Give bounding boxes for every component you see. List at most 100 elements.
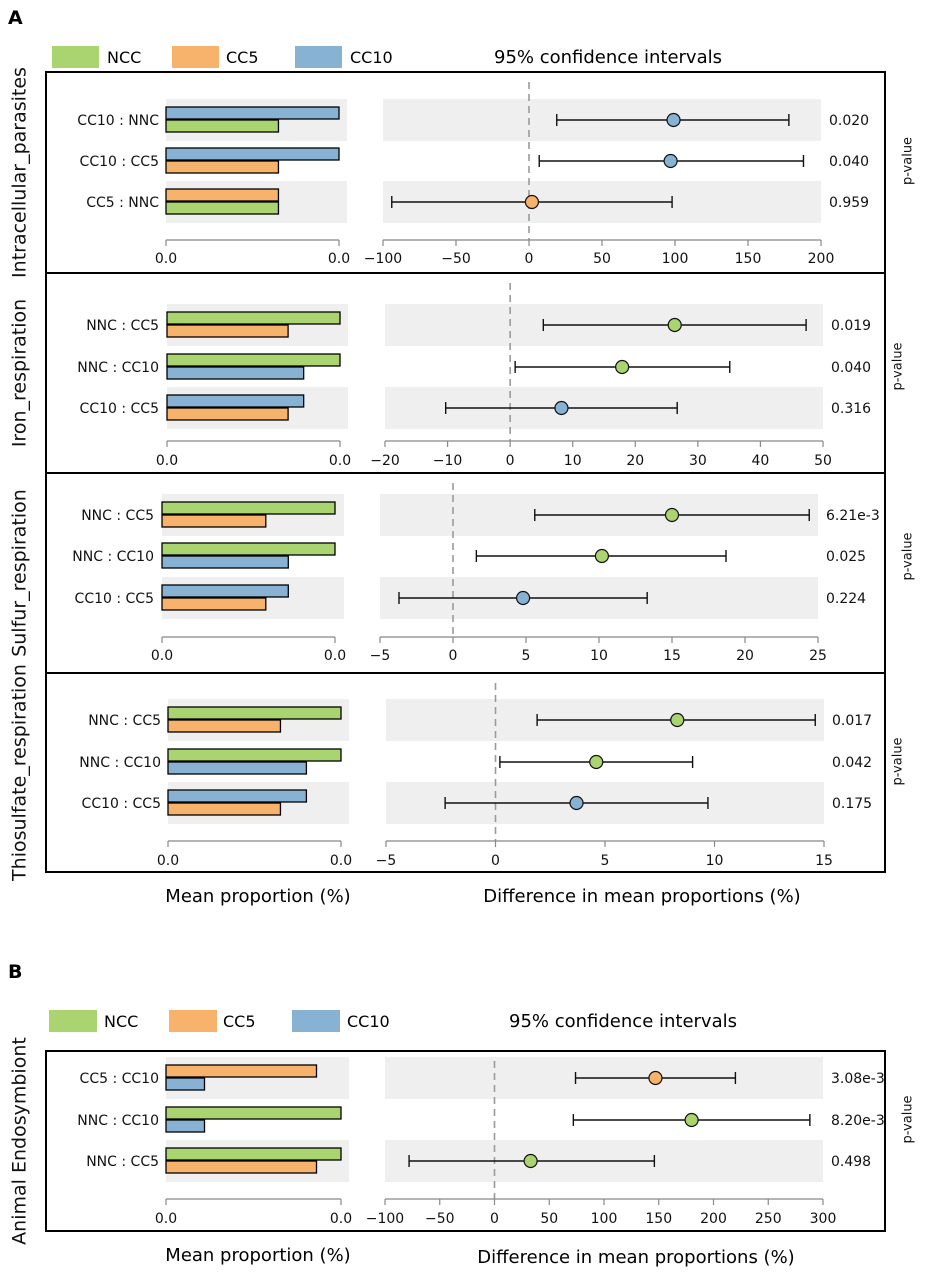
comparison-label: NNC : CC10 [77,1113,159,1129]
subplot-frame [45,672,886,873]
difference-axis-tick-label: 50 [540,1211,558,1227]
mean-bar-cc10 [161,584,289,598]
difference-axis-tick-label: 20 [626,453,644,469]
difference-axis-tick-label: 50 [593,251,611,267]
category-title: Iron_respiration [9,299,31,447]
legend-swatch-cc5 [172,46,219,68]
mean-bar-nnc [161,501,336,515]
difference-axis-tick-label: 50 [814,453,832,469]
p-value-axis-label: p-value [901,532,916,580]
difference-point [666,112,681,128]
legend-label-cc5: CC5 [226,48,259,67]
p-value-text: 0.175 [832,796,872,812]
legend-label-ncc: NCC [107,48,141,67]
difference-point [594,548,610,564]
subplot-animal-endosymbiont: Animal Endosymbiont CC5 : CC10 3.08e-3 NNC … [9,1037,916,1245]
mean-bar-nnc [166,353,341,367]
mean-bar-nnc [167,748,342,762]
p-value-text: 0.959 [829,195,869,211]
legend-label-cc5-b: CC5 [223,1012,256,1031]
subplot-iron-respiration: Iron_respiration NNC : CC5 0.019 NNC : CC10… [9,272,906,474]
difference-axis-tick-label: 100 [662,251,689,267]
mean-bar-cc5 [166,324,289,338]
legend-label-ncc-b: NCC [104,1012,138,1031]
difference-axis-tick-label: 15 [663,648,681,664]
difference-axis-tick-label: −50 [441,251,471,267]
difference-axis-tick-label: 150 [735,251,762,267]
comparison-label: CC10 : NNC [77,113,159,129]
mean-bar-cc10 [167,761,308,775]
mean-bar-cc5 [167,719,282,733]
p-value-text: 0.040 [831,360,871,376]
bar-axis-tick-label: 0.0 [330,1211,352,1227]
legend-swatch-cc10-b [292,1010,340,1032]
mean-bar-cc5 [165,160,280,174]
difference-axis-tick-label: 20 [736,648,754,664]
difference-axis-tick-label: 25 [809,648,827,664]
p-value-text: 0.020 [829,113,869,129]
comparison-label: NNC : CC5 [88,713,161,729]
difference-axis-tick-label: 100 [591,1211,618,1227]
difference-axis-tick-label: −20 [370,453,400,469]
difference-point [670,712,685,728]
mean-bar-cc5 [161,597,267,611]
panel-label-b: B [8,961,22,983]
legend-swatch-cc5-b [169,1010,217,1032]
mean-bar-nnc [167,706,342,720]
comparison-label: NNC : CC5 [86,318,159,334]
p-value-text: 8.20e-3 [831,1113,885,1129]
difference-axis-tick-label: 150 [645,1211,672,1227]
difference-point [664,507,680,523]
mean-bar-nnc [165,119,280,133]
legend-swatch-ncc-b [49,1010,97,1032]
difference-axis-label-b: Difference in mean proportions (%) [477,1247,794,1268]
p-value-text: 0.019 [831,318,871,334]
subplot-sulfur-respiration: Sulfur_respiration NNC : CC5 6.21e-3 NNC : … [9,472,916,674]
mean-bar-nnc [161,542,336,556]
difference-point [667,317,682,333]
difference-axis-tick-label: −100 [364,251,402,267]
bar-axis-tick-label: 0.0 [328,251,350,267]
bar-axis-tick-label: 0.0 [151,648,173,664]
comparison-label: CC10 : CC5 [80,154,159,170]
difference-axis-tick-label: 0 [449,648,458,664]
bar-axis-tick-label: 0.0 [155,1211,177,1227]
difference-point [648,1070,663,1086]
mean-bar-cc5 [161,514,267,528]
difference-axis-tick-label: 250 [755,1211,782,1227]
p-value-text: 0.040 [829,154,869,170]
ci-title-a: 95% confidence intervals [494,47,722,68]
difference-axis-label-a: Difference in mean proportions (%) [483,886,800,907]
mean-bar-cc10 [165,147,340,161]
subplot-thiosulfate-respiration: Thiosulfate_respiration NNC : CC5 0.017 NNC… [9,664,906,882]
legend-label-cc10-b: CC10 [347,1012,390,1031]
difference-axis-tick-label: −10 [433,453,463,469]
bar-axis-tick-label: 0.0 [329,453,351,469]
p-value-text: 0.498 [831,1154,871,1170]
legend-swatch-cc10 [295,46,342,68]
mean-bar-cc5 [166,407,289,421]
difference-axis-tick-label: −5 [370,648,391,664]
p-value-axis-label: p-value [891,737,906,785]
mean-bar-cc10 [161,555,289,569]
category-title: Sulfur_respiration [9,489,31,657]
subplot-frame [45,1050,886,1232]
bar-axis-tick-label: 0.0 [155,251,177,267]
subplot-intracellular-parasites: Intracellular_parasites CC10 : NNC 0.020 CC… [9,67,916,278]
comparison-label: CC10 : CC5 [82,796,161,812]
category-title: Intracellular_parasites [9,67,31,278]
p-value-text: 0.017 [832,713,872,729]
difference-axis-tick-label: 200 [700,1211,727,1227]
mean-bar-cc5 [165,188,280,202]
mean-proportion-axis-label-b: Mean proportion (%) [165,1245,350,1266]
legend-swatch-ncc [52,46,99,68]
difference-point [554,400,569,416]
p-value-text: 0.025 [826,549,866,565]
difference-axis-tick-label: 0 [525,251,534,267]
difference-axis-tick-label: 5 [522,648,531,664]
p-value-text: 6.21e-3 [826,508,880,524]
category-title: Animal Endosymbiont [9,1037,31,1245]
comparison-label: NNC : CC5 [86,1154,159,1170]
mean-bar-cc5 [165,1064,318,1078]
